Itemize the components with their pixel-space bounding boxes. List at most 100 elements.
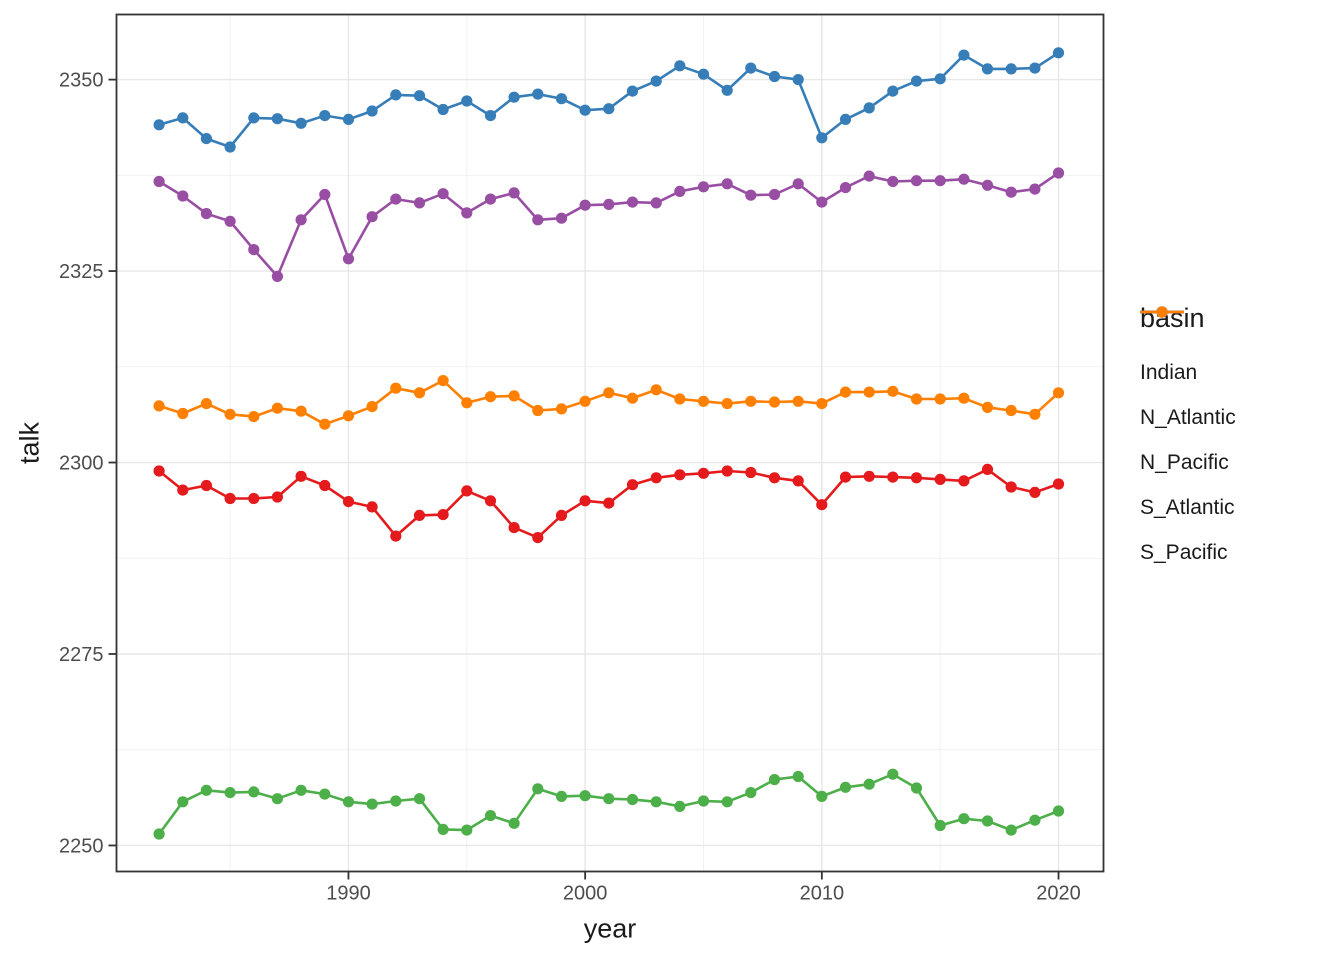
data-point-Indian	[1052, 478, 1065, 490]
data-point-S_Atlantic	[366, 211, 378, 223]
legend: basin Indian N_Atlantic N_Pacific S_Atlanti…	[1140, 303, 1236, 575]
data-point-N_Pacific	[319, 788, 331, 800]
legend-label-N_Pacific: N_Pacific	[1140, 450, 1229, 474]
x-axis-title: year	[583, 913, 637, 944]
data-point-N_Pacific	[1052, 805, 1065, 817]
data-point-Indian	[603, 497, 615, 509]
data-point-N_Atlantic	[224, 141, 236, 153]
data-point-S_Pacific	[461, 397, 473, 409]
legend-item-S_Pacific: S_Pacific	[1140, 306, 1236, 575]
data-point-S_Pacific	[697, 395, 710, 407]
data-point-S_Atlantic	[555, 212, 568, 224]
legend-label-N_Atlantic: N_Atlantic	[1140, 405, 1236, 429]
data-point-S_Pacific	[674, 393, 686, 405]
data-point-S_Atlantic	[200, 208, 212, 220]
data-point-S_Atlantic	[532, 214, 544, 226]
data-point-S_Pacific	[390, 382, 402, 394]
data-point-S_Atlantic	[437, 188, 449, 200]
data-point-N_Atlantic	[721, 84, 733, 96]
data-point-S_Pacific	[958, 392, 970, 404]
data-point-S_Atlantic	[934, 175, 946, 187]
series-points-N_Pacific	[153, 768, 1065, 840]
y-axis-title: talk	[14, 421, 45, 465]
data-point-S_Pacific	[1029, 408, 1041, 420]
data-point-N_Atlantic	[626, 85, 639, 97]
data-point-S_Atlantic	[484, 193, 497, 205]
data-point-S_Pacific	[1052, 387, 1065, 399]
x-tick-label: 2010	[800, 883, 845, 905]
data-point-Indian	[745, 466, 757, 479]
data-point-Indian	[461, 485, 473, 497]
data-point-Indian	[1005, 481, 1017, 493]
data-point-Indian	[295, 470, 307, 482]
data-point-N_Pacific	[579, 790, 591, 802]
data-point-N_Pacific	[697, 795, 710, 807]
data-point-N_Atlantic	[579, 104, 591, 116]
data-point-N_Pacific	[981, 815, 994, 827]
data-point-Indian	[555, 509, 568, 521]
data-point-N_Atlantic	[934, 73, 946, 85]
data-point-N_Atlantic	[1005, 63, 1017, 75]
data-point-S_Atlantic	[745, 189, 757, 201]
data-point-N_Atlantic	[745, 62, 757, 74]
data-point-Indian	[153, 465, 165, 477]
data-point-S_Atlantic	[461, 207, 473, 219]
data-point-N_Pacific	[1005, 824, 1017, 836]
legend-label-S_Pacific: S_Pacific	[1140, 540, 1228, 564]
data-point-N_Pacific	[200, 784, 212, 796]
y-tick-label: 2275	[59, 644, 104, 666]
data-point-S_Pacific	[887, 385, 899, 397]
series-points-S_Pacific	[153, 375, 1065, 430]
data-point-S_Atlantic	[153, 175, 165, 188]
data-point-S_Atlantic	[816, 196, 828, 208]
data-point-Indian	[508, 522, 520, 534]
data-point-S_Pacific	[839, 386, 852, 398]
data-point-S_Atlantic	[390, 193, 402, 205]
data-point-S_Atlantic	[674, 185, 686, 197]
data-point-N_Pacific	[650, 796, 662, 808]
data-point-N_Pacific	[177, 796, 189, 808]
data-point-S_Atlantic	[650, 197, 662, 209]
data-point-N_Atlantic	[366, 105, 378, 117]
x-tick-label: 1990	[326, 883, 371, 905]
data-point-N_Atlantic	[839, 113, 852, 125]
x-tick-label: 2000	[563, 883, 608, 905]
legend-item-S_Atlantic: S_Atlantic	[1140, 306, 1236, 530]
data-point-Indian	[816, 499, 828, 511]
data-point-Indian	[934, 473, 946, 485]
data-point-N_Pacific	[461, 824, 473, 836]
data-point-N_Pacific	[532, 783, 544, 795]
data-point-S_Pacific	[200, 398, 212, 410]
data-point-S_Pacific	[366, 401, 378, 413]
data-point-Indian	[342, 496, 355, 508]
data-point-S_Pacific	[153, 400, 165, 412]
legend-item-Indian: Indian	[1140, 306, 1236, 395]
data-point-N_Pacific	[626, 793, 639, 806]
data-point-N_Pacific	[224, 787, 236, 799]
data-point-S_Pacific	[626, 392, 639, 404]
data-point-S_Atlantic	[721, 178, 733, 190]
data-point-N_Pacific	[153, 828, 165, 840]
data-point-N_Atlantic	[295, 117, 307, 129]
data-point-S_Atlantic	[910, 175, 923, 187]
data-point-N_Atlantic	[413, 90, 426, 102]
data-point-N_Pacific	[721, 796, 733, 808]
data-point-N_Atlantic	[342, 113, 355, 125]
data-point-N_Pacific	[437, 823, 449, 836]
y-tick-label: 2250	[59, 835, 104, 857]
data-point-S_Atlantic	[248, 244, 260, 256]
data-point-Indian	[271, 491, 283, 503]
data-point-N_Pacific	[958, 813, 970, 825]
legend-title: basin	[1140, 303, 1205, 333]
data-point-S_Pacific	[934, 393, 946, 405]
data-point-Indian	[958, 475, 970, 487]
legend-label-S_Atlantic: S_Atlantic	[1140, 495, 1235, 519]
data-point-Indian	[413, 509, 426, 521]
data-point-N_Atlantic	[910, 75, 923, 87]
data-point-S_Pacific	[603, 387, 615, 399]
data-point-Indian	[224, 492, 236, 505]
data-point-N_Atlantic	[508, 91, 520, 103]
data-point-S_Pacific	[792, 395, 804, 407]
data-point-S_Pacific	[745, 395, 757, 407]
